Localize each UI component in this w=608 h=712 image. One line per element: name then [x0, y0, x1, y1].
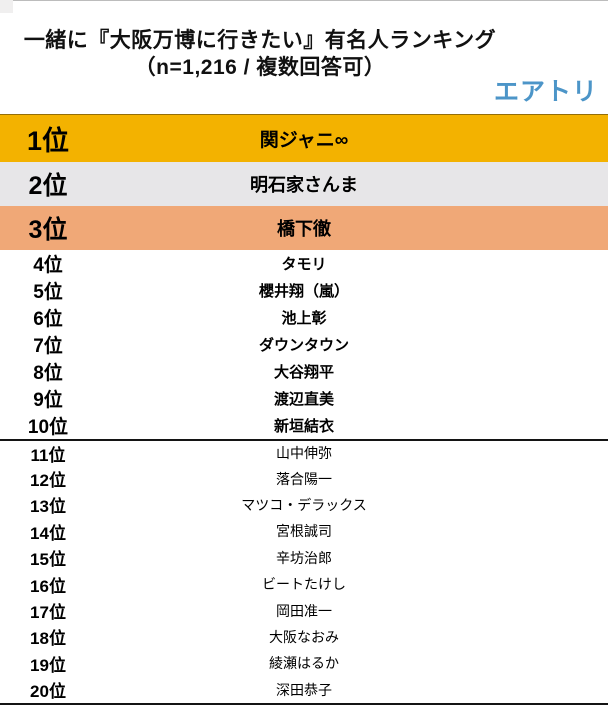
celebrity-name: 綾瀬はるか — [269, 655, 339, 672]
ranking-row: 7位 ダウンタウン — [0, 331, 608, 358]
rank-label: 16位 — [30, 576, 66, 596]
rank-label: 11位 — [30, 445, 66, 465]
ranking-row: 17位 岡田准一 — [0, 597, 608, 623]
ranking-row: 10位 新垣結衣 — [0, 412, 608, 439]
celebrity-name: 渡辺直美 — [273, 391, 334, 408]
ranking-row: 18位 大阪なおみ — [0, 624, 608, 650]
corner-artifact — [0, 0, 13, 13]
rank-label: 6位 — [33, 309, 63, 330]
rank-label: 20位 — [30, 682, 66, 702]
celebrity-name: 岡田准一 — [276, 602, 332, 619]
celebrity-name: 関ジャニ∞ — [259, 130, 349, 151]
ranking-row: 2位 明石家さんま — [0, 162, 608, 206]
celebrity-name: 明石家さんま — [250, 175, 358, 195]
celebrity-name: マツコ・デラックス — [241, 496, 367, 513]
rank-label: 10位 — [27, 417, 69, 438]
rank-label: 19位 — [30, 655, 66, 675]
ranking-row: 9位 渡辺直美 — [0, 385, 608, 412]
rank-label: 7位 — [33, 336, 63, 357]
ranking-row: 19位 綾瀬はるか — [0, 650, 608, 676]
rank-label: 1位 — [26, 126, 70, 156]
header: 一緒に『大阪万博に行きたい』有名人ランキング （n=1,216 / 複数回答可）… — [0, 0, 608, 114]
ranking-row: 11位 山中伸弥 — [0, 439, 608, 465]
celebrity-name: 辛坊治郎 — [276, 549, 332, 566]
celebrity-name: 橋下徹 — [277, 219, 331, 239]
ranking-row: 5位 櫻井翔（嵐） — [0, 277, 608, 304]
rank-label: 4位 — [33, 255, 63, 276]
ranking-row: 16位 ビートたけし — [0, 571, 608, 597]
ranking-table: 1位 関ジャニ∞ 2位 明石家さんま 3位 橋下徹 4位 タモリ 5位 櫻井翔（嵐） 6位 池上彰 7位… — [0, 114, 608, 705]
celebrity-name: 櫻井翔（嵐） — [258, 283, 349, 300]
ranking-row: 20位 深田恭子 — [0, 677, 608, 703]
rank-label: 5位 — [33, 282, 63, 303]
celebrity-name: 深田恭子 — [276, 681, 332, 698]
ranking-row: 12位 落合陽一 — [0, 465, 608, 491]
ranking-row: 1位 関ジャニ∞ — [0, 114, 608, 162]
celebrity-name: ビートたけし — [262, 576, 346, 593]
rank-label: 17位 — [30, 603, 66, 623]
ranking-row: 14位 宮根誠司 — [0, 518, 608, 544]
celebrity-name: 新垣結衣 — [273, 418, 334, 435]
celebrity-name: タモリ — [281, 256, 327, 273]
title-block: 一緒に『大阪万博に行きたい』有名人ランキング （n=1,216 / 複数回答可） — [0, 0, 520, 81]
rank-label: 18位 — [30, 629, 66, 649]
airtrip-logo: エアトリ — [493, 78, 598, 106]
rank-label: 14位 — [30, 523, 66, 543]
ranking-row: 6位 池上彰 — [0, 304, 608, 331]
page-subtitle: （n=1,216 / 複数回答可） — [134, 56, 386, 79]
ranking-row: 3位 橋下徹 — [0, 206, 608, 250]
ranking-row: 4位 タモリ — [0, 250, 608, 277]
ranking-row: 15位 辛坊治郎 — [0, 545, 608, 571]
rank-label: 13位 — [30, 497, 66, 517]
rank-label: 8位 — [33, 363, 63, 384]
rank-label: 9位 — [33, 390, 63, 411]
rank-label: 12位 — [30, 471, 66, 491]
celebrity-name: 池上彰 — [281, 310, 327, 327]
ranking-row: 13位 マツコ・デラックス — [0, 492, 608, 518]
celebrity-name: 大阪なおみ — [269, 628, 339, 645]
rank-label: 2位 — [28, 172, 68, 200]
celebrity-name: ダウンタウン — [258, 337, 349, 354]
rank-label: 3位 — [28, 216, 68, 244]
celebrity-name: 大谷翔平 — [273, 364, 334, 381]
rank-label: 15位 — [30, 550, 66, 570]
celebrity-name: 山中伸弥 — [276, 445, 332, 462]
page-title: 一緒に『大阪万博に行きたい』有名人ランキング — [23, 29, 497, 52]
ranking-row: 8位 大谷翔平 — [0, 358, 608, 385]
celebrity-name: 落合陽一 — [276, 470, 332, 487]
celebrity-name: 宮根誠司 — [276, 523, 332, 540]
window-top-edge — [0, 0, 608, 1]
